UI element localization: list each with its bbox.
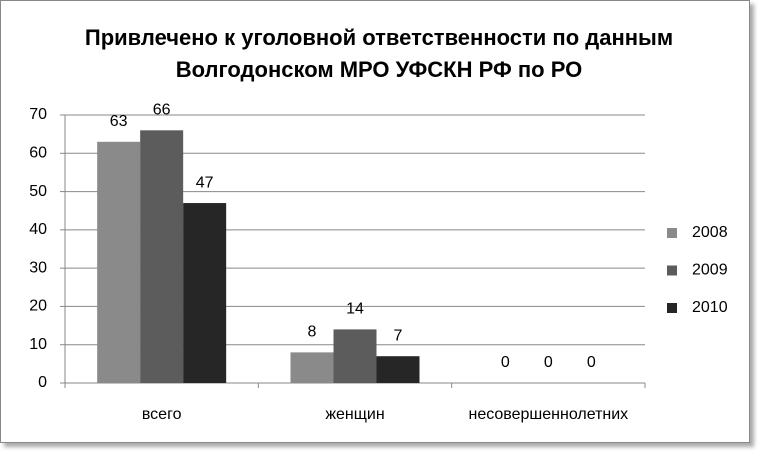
bar xyxy=(290,352,334,383)
data-label: 0 xyxy=(544,354,553,371)
x-tick-label: всего xyxy=(142,406,182,423)
x-tick-label: женщин xyxy=(325,406,384,423)
legend-label: 2010 xyxy=(692,299,728,316)
legend-label: 2009 xyxy=(692,262,728,279)
chart-title: Привлечено к уголовной ответственности п… xyxy=(84,25,674,82)
y-tick-label: 70 xyxy=(29,106,47,123)
bar xyxy=(183,203,227,383)
x-tick-label: несовершеннолетних xyxy=(468,406,628,423)
y-tick-label: 50 xyxy=(29,183,47,200)
legend-swatch xyxy=(667,303,677,313)
data-label: 7 xyxy=(394,327,403,344)
data-label: 63 xyxy=(110,113,128,130)
data-label: 0 xyxy=(501,354,510,371)
y-tick-label: 0 xyxy=(38,374,47,391)
data-label: 47 xyxy=(196,174,214,191)
y-tick-label: 40 xyxy=(29,221,47,238)
data-label: 0 xyxy=(587,354,596,371)
bar xyxy=(376,356,420,383)
data-label: 14 xyxy=(346,301,364,318)
bar xyxy=(333,329,377,383)
y-tick-label: 60 xyxy=(29,145,47,162)
bar xyxy=(140,130,184,383)
y-tick-label: 10 xyxy=(29,336,47,353)
legend-label: 2008 xyxy=(692,224,728,241)
legend-swatch xyxy=(667,265,677,276)
data-label: 66 xyxy=(153,102,171,119)
data-label: 8 xyxy=(308,324,317,341)
legend-swatch xyxy=(667,228,677,238)
y-tick-label: 30 xyxy=(29,259,47,276)
bar xyxy=(97,141,141,383)
y-tick-label: 20 xyxy=(29,298,47,315)
